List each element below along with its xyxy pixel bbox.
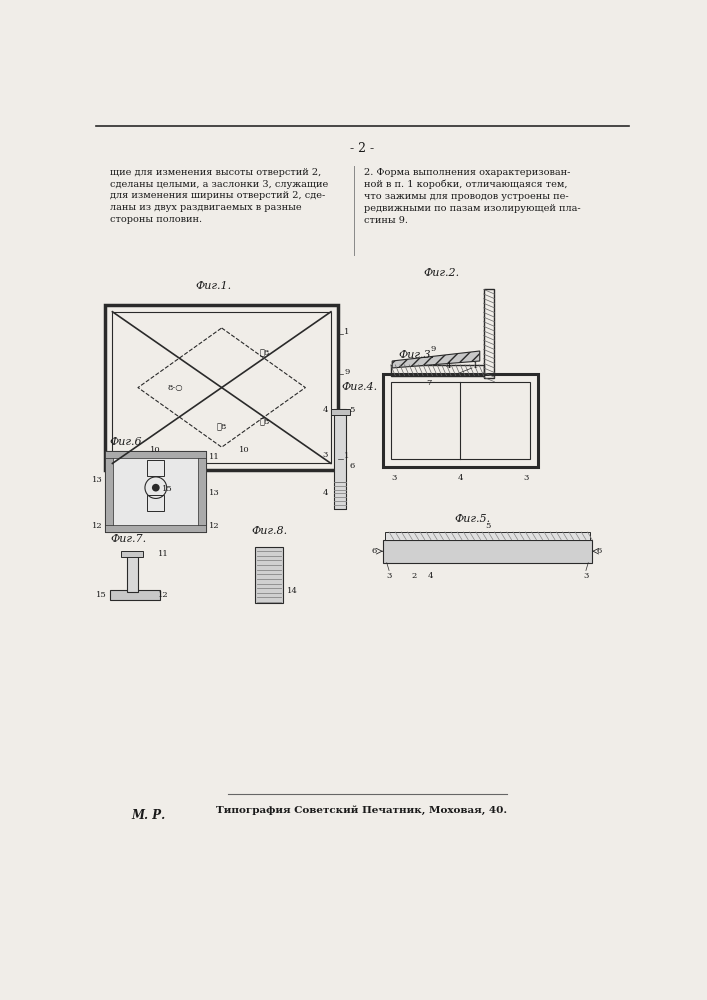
Text: Фиг.5.: Фиг.5. [454, 514, 490, 524]
Text: - 2 -: - 2 - [350, 142, 374, 155]
Text: ①8: ①8 [216, 424, 227, 432]
Text: 13: 13 [92, 476, 103, 484]
Bar [105, 305, 338, 470]
Text: 2. Форма выполнения охарактеризован-
ной в п. 1 коробки, отличающаяся тем,
что з: 2. Форма выполнения охарактеризован- ной… [363, 168, 580, 225]
Text: Фиг.3.: Фиг.3. [398, 350, 435, 360]
Text: 1: 1 [344, 328, 349, 336]
Text: 3: 3 [583, 572, 589, 580]
Text: ①8: ①8 [259, 418, 269, 426]
Text: 14: 14 [287, 587, 298, 595]
Text: 12: 12 [92, 522, 103, 530]
Text: Фиг.7.: Фиг.7. [110, 534, 146, 544]
Text: 9: 9 [344, 368, 349, 376]
Text: М. Р.: М. Р. [131, 809, 165, 822]
Text: ①8: ①8 [259, 349, 269, 357]
Text: Фиг.1.: Фиг.1. [196, 281, 232, 291]
Polygon shape [392, 351, 480, 368]
Text: 4: 4 [446, 362, 452, 370]
Bar [199, 451, 206, 532]
Bar [105, 525, 206, 532]
Text: Фиг.6: Фиг.6 [110, 437, 142, 447]
Text: 10: 10 [150, 446, 160, 454]
Bar [112, 312, 331, 463]
Text: 9: 9 [431, 345, 436, 353]
Text: 4: 4 [457, 474, 463, 482]
Text: 3: 3 [322, 451, 328, 459]
Text: 3: 3 [392, 474, 397, 482]
Text: 4: 4 [322, 406, 328, 414]
Text: Фиг.8.: Фиг.8. [251, 526, 287, 536]
Bar [385, 532, 590, 540]
Text: 15: 15 [162, 485, 173, 493]
Bar [391, 365, 484, 376]
Text: 3: 3 [524, 474, 529, 482]
Bar [127, 555, 138, 592]
Text: 8-○: 8-○ [168, 384, 183, 392]
Text: Фиг.4.: Фиг.4. [341, 382, 378, 392]
Bar [391, 382, 530, 459]
Text: 12: 12 [209, 522, 220, 530]
Text: 1: 1 [344, 452, 349, 460]
Text: 1: 1 [473, 362, 479, 370]
Text: 11: 11 [158, 550, 169, 558]
Text: 6: 6 [349, 462, 355, 471]
Text: 10: 10 [239, 446, 250, 454]
Text: 5: 5 [485, 522, 490, 530]
Bar [255, 547, 283, 603]
Bar [105, 451, 113, 532]
Text: 3: 3 [387, 572, 392, 580]
Text: 4: 4 [322, 489, 328, 497]
Bar [334, 482, 346, 509]
Bar [383, 374, 538, 466]
Text: 5: 5 [349, 406, 355, 414]
Text: 11: 11 [209, 453, 220, 461]
Bar [147, 495, 164, 511]
Text: Типография Советский Печатник, Моховая, 40.: Типография Советский Печатник, Моховая, … [216, 805, 508, 815]
Bar [147, 460, 164, 476]
Bar [331, 409, 349, 415]
Text: Фиг.2.: Фиг.2. [423, 268, 459, 278]
Circle shape [152, 484, 160, 492]
Text: 4: 4 [428, 572, 433, 580]
Text: 13: 13 [209, 489, 220, 497]
Text: 6: 6 [371, 547, 377, 555]
Bar [110, 590, 160, 600]
Bar [383, 540, 592, 563]
Bar [105, 451, 206, 458]
Text: щие для изменения высоты отверстий 2,
сделаны целыми, а заслонки 3, служащие
для: щие для изменения высоты отверстий 2, сд… [110, 168, 328, 224]
Text: 2: 2 [411, 572, 416, 580]
Bar [105, 451, 206, 532]
Text: 12: 12 [158, 591, 169, 599]
Bar [121, 551, 143, 557]
Text: 15: 15 [96, 591, 107, 599]
Bar [334, 409, 346, 509]
Text: 7: 7 [427, 379, 432, 387]
Bar [484, 289, 494, 378]
Text: 6: 6 [596, 547, 601, 555]
